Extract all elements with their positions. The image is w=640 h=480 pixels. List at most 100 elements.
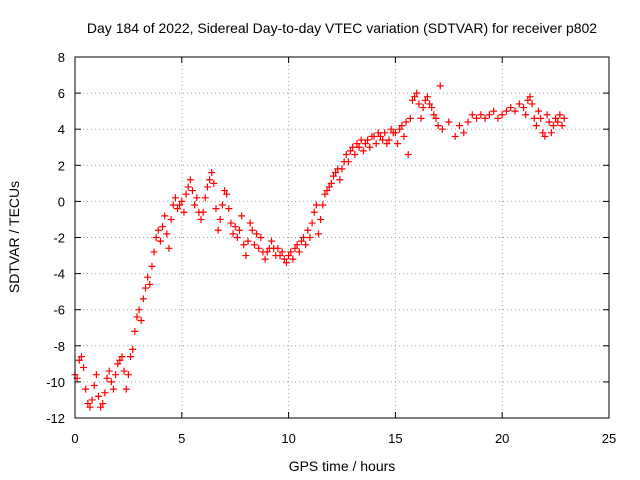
data-point xyxy=(131,327,139,335)
data-point xyxy=(289,255,297,263)
data-point xyxy=(545,118,553,126)
data-point xyxy=(485,111,493,119)
data-point xyxy=(342,150,350,158)
data-point xyxy=(379,136,387,144)
data-point xyxy=(291,244,299,252)
data-point xyxy=(163,230,171,238)
data-point xyxy=(515,100,523,108)
data-point xyxy=(398,122,406,130)
data-point xyxy=(376,132,384,140)
data-point xyxy=(152,234,160,241)
data-point xyxy=(197,215,205,223)
data-point xyxy=(428,104,436,112)
y-tick-label: -10 xyxy=(46,375,65,390)
data-point xyxy=(304,226,312,234)
data-point xyxy=(109,385,117,393)
data-point xyxy=(387,125,395,133)
data-point xyxy=(552,114,560,122)
data-point xyxy=(182,190,190,198)
data-point xyxy=(310,208,318,216)
chart-title: Day 184 of 2022, Sidereal Day-to-day VTE… xyxy=(87,20,597,36)
data-point xyxy=(144,273,152,281)
data-point xyxy=(394,140,402,148)
data-point xyxy=(524,96,532,104)
data-point xyxy=(253,230,261,238)
data-point xyxy=(107,378,115,386)
data-point xyxy=(206,176,214,184)
data-point xyxy=(329,172,337,180)
data-point xyxy=(366,143,374,151)
data-point xyxy=(114,360,122,368)
data-point xyxy=(193,194,201,202)
data-point xyxy=(417,114,425,122)
data-point xyxy=(297,237,305,245)
data-point xyxy=(116,356,124,364)
data-point xyxy=(146,280,154,288)
data-point xyxy=(436,82,444,90)
data-point xyxy=(186,176,194,184)
data-point xyxy=(408,96,416,104)
data-point xyxy=(97,403,105,411)
x-tick-label: 20 xyxy=(495,431,509,446)
data-point xyxy=(434,122,442,130)
data-point xyxy=(167,215,175,223)
data-point xyxy=(321,190,329,198)
data-point xyxy=(293,241,301,249)
data-point xyxy=(361,140,369,148)
data-point xyxy=(137,317,145,325)
data-point xyxy=(129,345,137,353)
x-tick-label: 5 xyxy=(178,431,185,446)
data-point xyxy=(148,262,156,270)
data-point xyxy=(451,132,459,140)
data-point xyxy=(84,400,92,408)
data-point xyxy=(353,140,361,148)
data-point xyxy=(99,400,107,408)
data-point xyxy=(282,259,290,267)
data-point xyxy=(490,107,498,115)
data-point xyxy=(507,104,515,112)
data-point xyxy=(263,248,271,256)
data-point xyxy=(400,132,408,140)
data-point xyxy=(396,125,404,133)
data-point xyxy=(430,111,438,119)
data-point xyxy=(178,197,186,205)
data-point xyxy=(547,129,555,137)
data-point xyxy=(216,215,224,223)
y-tick-label: -8 xyxy=(53,339,65,354)
data-point xyxy=(411,93,419,101)
data-point xyxy=(75,356,83,364)
x-axis-ticks: 0 5 10 15 20 25 xyxy=(71,57,616,446)
y-tick-label: -4 xyxy=(53,267,65,282)
data-point xyxy=(419,104,427,112)
data-point xyxy=(150,248,158,256)
data-point xyxy=(432,114,440,122)
data-point xyxy=(404,150,412,158)
data-point xyxy=(223,190,231,198)
grid-lines xyxy=(75,57,609,418)
data-point xyxy=(406,114,414,122)
data-point xyxy=(319,201,327,209)
data-point xyxy=(287,248,295,256)
data-point xyxy=(370,132,378,140)
data-point xyxy=(248,226,256,234)
data-point xyxy=(244,237,252,245)
data-point xyxy=(528,100,536,108)
data-point xyxy=(80,363,88,371)
data-point xyxy=(88,396,96,404)
data-point xyxy=(127,353,135,361)
data-point xyxy=(246,219,254,227)
data-point xyxy=(383,140,391,148)
data-point xyxy=(233,234,241,241)
data-point xyxy=(347,147,355,155)
data-point xyxy=(235,226,243,234)
data-point xyxy=(124,371,132,379)
data-point xyxy=(306,234,314,241)
data-point xyxy=(280,255,288,263)
data-point xyxy=(481,114,489,122)
data-point xyxy=(154,226,162,234)
data-point xyxy=(122,385,130,393)
data-point xyxy=(268,237,276,245)
data-point xyxy=(332,169,340,177)
data-point xyxy=(445,118,453,126)
data-point xyxy=(558,122,566,130)
